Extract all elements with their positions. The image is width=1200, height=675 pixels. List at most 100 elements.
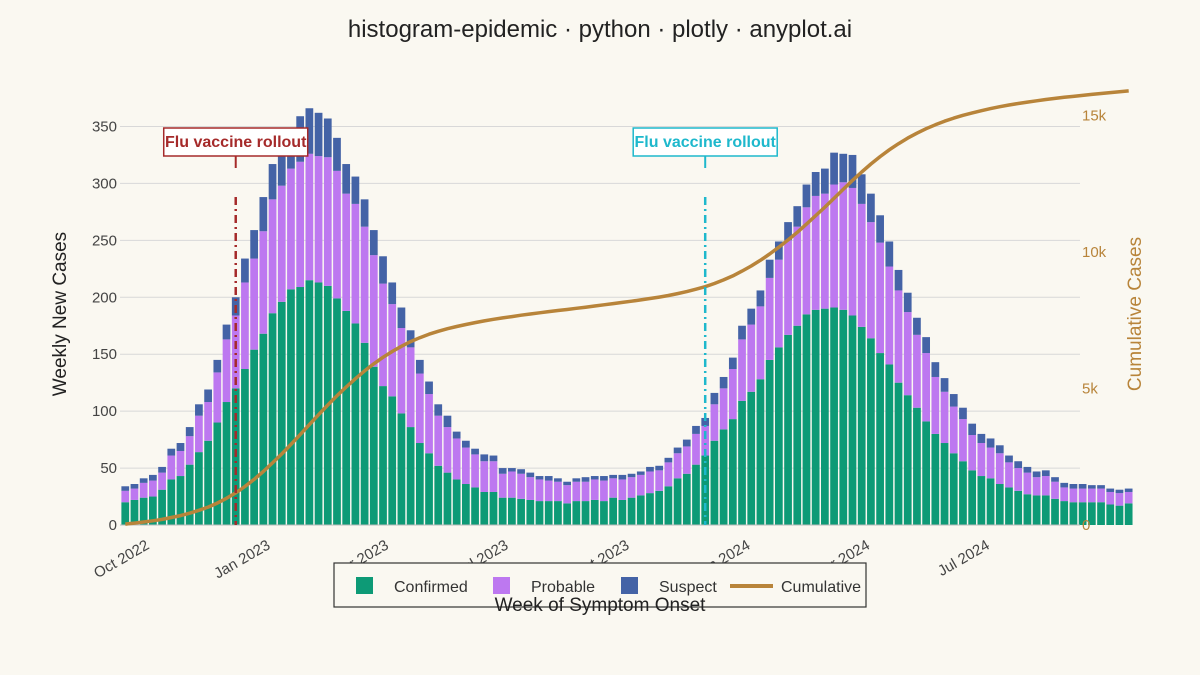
bar-confirmed (1032, 495, 1041, 525)
bar-suspect (471, 448, 479, 455)
y-tick-label: 300 (92, 175, 117, 192)
bar-suspect (268, 164, 277, 200)
bar-suspect (388, 282, 397, 305)
legend-label-suspect[interactable]: Suspect (659, 579, 717, 596)
bar-confirmed (765, 359, 774, 525)
bar-probable (1097, 488, 1105, 503)
bar-suspect (692, 425, 700, 434)
legend-swatch-suspect[interactable] (621, 577, 638, 594)
bar-confirmed (618, 499, 627, 525)
legend-swatch-probable[interactable] (493, 577, 510, 594)
bar-suspect (1014, 461, 1023, 469)
bar-suspect (305, 108, 314, 154)
bar-probable (581, 481, 590, 502)
bar-confirmed (333, 298, 341, 525)
legend-swatch-confirmed[interactable] (356, 577, 373, 594)
bar-probable (692, 433, 700, 465)
x-axis-title: Week of Symptom Onset (495, 595, 707, 616)
bar-probable (738, 339, 746, 401)
bar-probable (701, 425, 710, 456)
bar-suspect (397, 307, 406, 329)
bar-probable (949, 406, 958, 454)
bar-confirmed (664, 486, 673, 525)
annotation-box (632, 127, 778, 157)
legend-box (333, 562, 867, 608)
bar-probable (995, 453, 1004, 485)
bar-confirmed (867, 338, 875, 525)
bar-suspect (627, 473, 636, 478)
bar-probable (461, 447, 470, 485)
bar-probable (1014, 468, 1023, 491)
bar-probable (139, 482, 148, 498)
bar-probable (369, 255, 378, 367)
bar-confirmed (167, 479, 176, 525)
bar-probable (876, 242, 884, 354)
bar-confirmed (434, 465, 443, 525)
bar-probable (130, 488, 139, 500)
bar-probable (636, 474, 645, 496)
legend-label-probable[interactable]: Probable (531, 579, 595, 596)
bar-confirmed (250, 349, 259, 525)
bar-probable (590, 479, 599, 500)
bar-suspect (646, 466, 654, 472)
bar-confirmed (342, 310, 351, 525)
bar-probable (747, 324, 756, 392)
annotation-box (162, 127, 309, 157)
bar-probable (821, 193, 829, 309)
bar-probable (1051, 481, 1059, 499)
bar-confirmed (480, 491, 489, 525)
bar-probable (811, 195, 820, 310)
bar-confirmed (600, 501, 608, 525)
bar-suspect (949, 394, 958, 407)
bar-suspect (185, 427, 194, 437)
bar-suspect (821, 168, 829, 194)
bar-probable (719, 388, 728, 430)
bar-probable (793, 226, 802, 326)
y-tick-label: 150 (92, 346, 117, 363)
bar-confirmed (149, 496, 157, 525)
bar-confirmed (415, 443, 424, 525)
bar-probable (415, 373, 424, 444)
bar-probable (839, 182, 848, 310)
bar-probable (250, 258, 259, 350)
bar-probable (305, 153, 314, 281)
bar-suspect (1023, 466, 1032, 473)
legend-label-cumulative[interactable]: Cumulative (781, 579, 861, 596)
cumulative-line-layer (125, 89, 1129, 526)
bar-probable (443, 427, 452, 473)
bar-confirmed (314, 282, 323, 525)
bar-suspect (572, 478, 581, 482)
legend-label-confirmed[interactable]: Confirmed (394, 579, 468, 596)
y-tick-label: 250 (92, 232, 117, 249)
bar-suspect (1032, 471, 1041, 478)
bar-confirmed (646, 493, 654, 525)
bar-suspect (535, 476, 544, 480)
bar-confirmed (940, 443, 949, 525)
bar-confirmed (176, 476, 185, 525)
bar-probable (167, 455, 176, 480)
bar-confirmed (259, 333, 268, 525)
bar-suspect (894, 269, 903, 291)
bar-probable (498, 473, 507, 498)
bar-confirmed (986, 478, 995, 525)
bar-suspect (149, 474, 157, 481)
bar-probable (1106, 491, 1115, 505)
bar-probable (452, 438, 461, 480)
bar-confirmed (839, 309, 848, 525)
bar-probable (609, 478, 618, 498)
bar-confirmed (544, 501, 553, 525)
bar-suspect (563, 481, 571, 486)
bar-confirmed (305, 280, 314, 525)
y-tick-label: 100 (92, 403, 117, 420)
bar-confirmed (977, 476, 986, 525)
chart-title: histogram-epidemic · python · plotly · a… (348, 16, 852, 43)
bar-confirmed (1069, 502, 1078, 525)
bar-suspect (673, 447, 682, 454)
bar-probable (627, 477, 636, 498)
bar-confirmed (1014, 490, 1023, 525)
bar-confirmed (857, 326, 866, 525)
bar-confirmed (959, 461, 967, 525)
bar-confirmed (204, 440, 212, 525)
bar-confirmed (784, 334, 792, 525)
